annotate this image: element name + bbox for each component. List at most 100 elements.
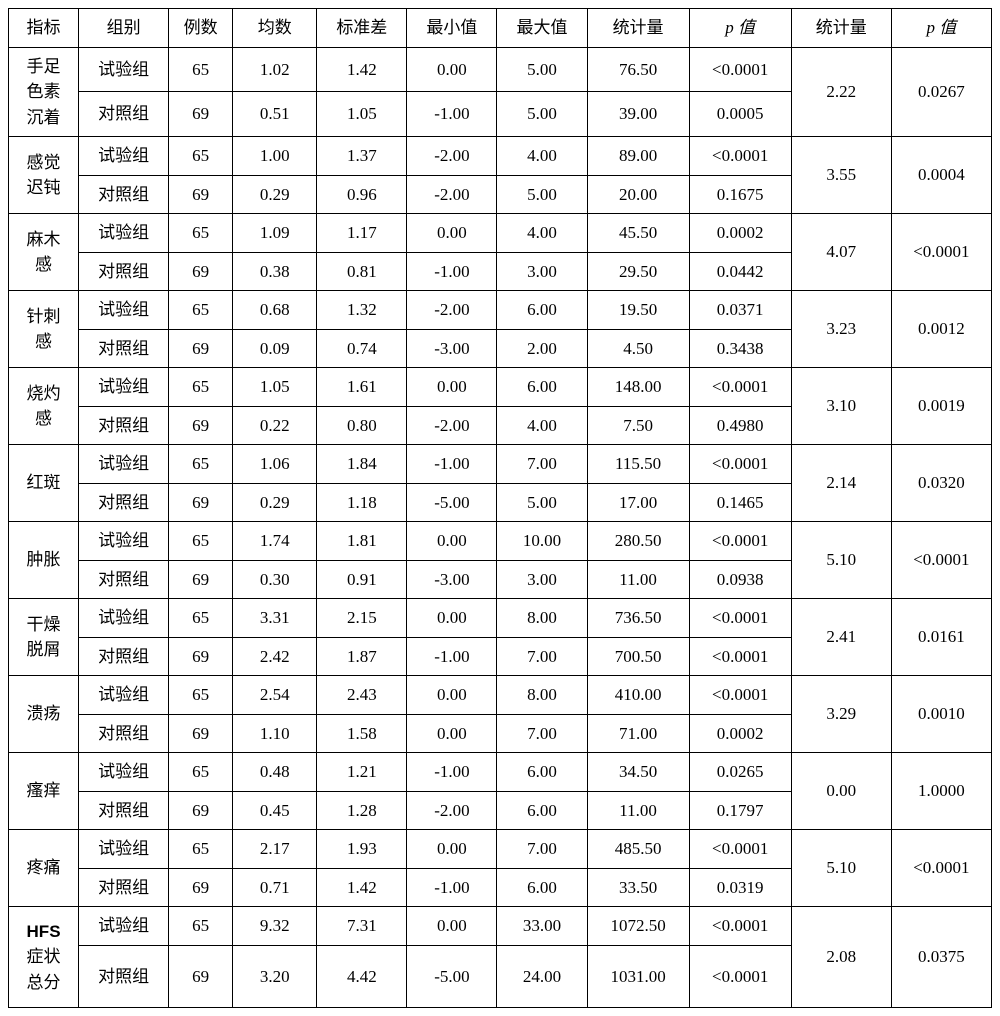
- indicator-cell: 麻木感: [9, 214, 79, 291]
- max-cell: 8.00: [497, 599, 587, 638]
- mean-cell: 1.00: [233, 137, 317, 176]
- p-cell: 0.0371: [689, 291, 791, 330]
- min-cell: 0.00: [407, 47, 497, 92]
- p2-cell: 1.0000: [891, 753, 991, 830]
- p-cell: <0.0001: [689, 599, 791, 638]
- p2-cell: 0.0019: [891, 368, 991, 445]
- n-cell: 65: [169, 599, 233, 638]
- min-cell: -2.00: [407, 291, 497, 330]
- group-cell: 试验组: [79, 907, 169, 946]
- sd-cell: 0.91: [317, 560, 407, 599]
- n-cell: 69: [169, 252, 233, 291]
- group-cell: 试验组: [79, 830, 169, 869]
- max-cell: 5.00: [497, 175, 587, 214]
- mean-cell: 1.05: [233, 368, 317, 407]
- stat2-cell: 5.10: [791, 522, 891, 599]
- n-cell: 69: [169, 868, 233, 907]
- p-cell: 0.1465: [689, 483, 791, 522]
- group-cell: 试验组: [79, 599, 169, 638]
- group-cell: 对照组: [79, 945, 169, 1008]
- min-cell: 0.00: [407, 830, 497, 869]
- hdr-n: 例数: [169, 9, 233, 48]
- min-cell: -2.00: [407, 406, 497, 445]
- sd-cell: 2.43: [317, 676, 407, 715]
- stat2-cell: 3.23: [791, 291, 891, 368]
- sd-cell: 2.15: [317, 599, 407, 638]
- indicator-cell: HFS症状总分: [9, 907, 79, 1008]
- n-cell: 69: [169, 945, 233, 1008]
- sd-cell: 1.05: [317, 92, 407, 137]
- p-cell: 0.0265: [689, 753, 791, 792]
- max-cell: 6.00: [497, 291, 587, 330]
- n-cell: 69: [169, 483, 233, 522]
- sd-cell: 1.32: [317, 291, 407, 330]
- min-cell: 0.00: [407, 676, 497, 715]
- max-cell: 24.00: [497, 945, 587, 1008]
- max-cell: 7.00: [497, 445, 587, 484]
- p-cell: 0.1797: [689, 791, 791, 830]
- min-cell: -1.00: [407, 753, 497, 792]
- hdr-max: 最大值: [497, 9, 587, 48]
- min-cell: 0.00: [407, 368, 497, 407]
- indicator-cell: 针刺感: [9, 291, 79, 368]
- stat-cell: 4.50: [587, 329, 689, 368]
- mean-cell: 0.09: [233, 329, 317, 368]
- sd-cell: 4.42: [317, 945, 407, 1008]
- n-cell: 69: [169, 560, 233, 599]
- max-cell: 7.00: [497, 714, 587, 753]
- table-row: 瘙痒试验组650.481.21-1.006.0034.500.02650.001…: [9, 753, 992, 792]
- max-cell: 3.00: [497, 252, 587, 291]
- min-cell: 0.00: [407, 522, 497, 561]
- stat-cell: 19.50: [587, 291, 689, 330]
- mean-cell: 1.02: [233, 47, 317, 92]
- table-row: 溃疡试验组652.542.430.008.00410.00<0.00013.29…: [9, 676, 992, 715]
- n-cell: 65: [169, 522, 233, 561]
- table-row: 手足色素沉着试验组651.021.420.005.0076.50<0.00012…: [9, 47, 992, 92]
- max-cell: 10.00: [497, 522, 587, 561]
- stat2-cell: 3.10: [791, 368, 891, 445]
- hdr-mean: 均数: [233, 9, 317, 48]
- p-cell: 0.0002: [689, 714, 791, 753]
- max-cell: 2.00: [497, 329, 587, 368]
- n-cell: 65: [169, 830, 233, 869]
- group-cell: 对照组: [79, 92, 169, 137]
- stat-cell: 89.00: [587, 137, 689, 176]
- stat-cell: 1031.00: [587, 945, 689, 1008]
- max-cell: 6.00: [497, 368, 587, 407]
- table-body: 手足色素沉着试验组651.021.420.005.0076.50<0.00012…: [9, 47, 992, 1008]
- min-cell: -1.00: [407, 445, 497, 484]
- stat2-cell: 0.00: [791, 753, 891, 830]
- stat-cell: 7.50: [587, 406, 689, 445]
- p2-cell: 0.0320: [891, 445, 991, 522]
- mean-cell: 2.54: [233, 676, 317, 715]
- stat-cell: 11.00: [587, 791, 689, 830]
- group-cell: 试验组: [79, 676, 169, 715]
- group-cell: 对照组: [79, 637, 169, 676]
- mean-cell: 0.51: [233, 92, 317, 137]
- p-cell: <0.0001: [689, 137, 791, 176]
- stat2-cell: 5.10: [791, 830, 891, 907]
- n-cell: 65: [169, 368, 233, 407]
- min-cell: 0.00: [407, 907, 497, 946]
- p-cell: 0.0002: [689, 214, 791, 253]
- sd-cell: 1.42: [317, 47, 407, 92]
- hdr-stat: 统计量: [587, 9, 689, 48]
- p-cell: <0.0001: [689, 907, 791, 946]
- n-cell: 69: [169, 714, 233, 753]
- stats-table: 指标 组别 例数 均数 标准差 最小值 最大值 统计量 p 值 统计量 p 值 …: [8, 8, 992, 1008]
- stat-cell: 39.00: [587, 92, 689, 137]
- min-cell: 0.00: [407, 214, 497, 253]
- mean-cell: 9.32: [233, 907, 317, 946]
- group-cell: 试验组: [79, 214, 169, 253]
- p-cell: 0.0005: [689, 92, 791, 137]
- hdr-p: p 值: [689, 9, 791, 48]
- sd-cell: 1.28: [317, 791, 407, 830]
- table-row: HFS症状总分试验组659.327.310.0033.001072.50<0.0…: [9, 907, 992, 946]
- min-cell: -1.00: [407, 868, 497, 907]
- min-cell: -2.00: [407, 175, 497, 214]
- p-cell: <0.0001: [689, 830, 791, 869]
- group-cell: 试验组: [79, 137, 169, 176]
- table-row: 干燥脱屑试验组653.312.150.008.00736.50<0.00012.…: [9, 599, 992, 638]
- stat2-cell: 3.29: [791, 676, 891, 753]
- sd-cell: 0.96: [317, 175, 407, 214]
